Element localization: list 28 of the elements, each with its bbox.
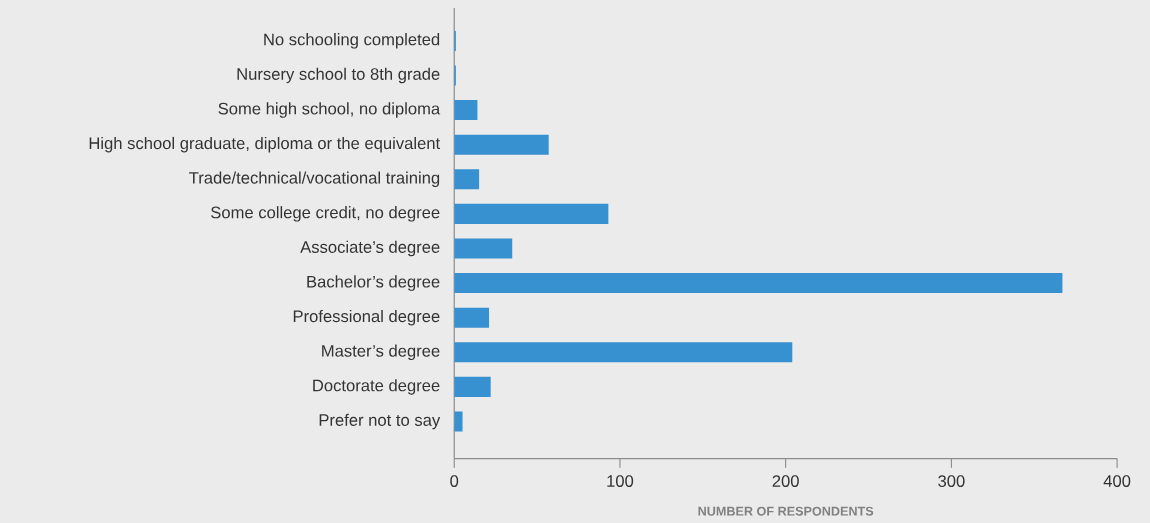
x-axis-title: NUMBER OF RESPONDENTS: [698, 506, 874, 516]
bar: [454, 134, 549, 155]
bar: [454, 342, 793, 363]
x-tick-label: 200: [772, 475, 799, 487]
y-tick-label: Some college credit, no degree: [211, 205, 440, 222]
bar: [454, 272, 1063, 293]
y-tick-label: Doctorate degree: [313, 378, 440, 395]
y-tick-label: No schooling completed: [264, 32, 440, 49]
bar: [454, 376, 491, 397]
y-tick-label: High school graduate, diploma or the equivalent: [89, 136, 441, 153]
bar: [454, 411, 463, 432]
bar: [454, 307, 490, 328]
x-tick-label: 400: [1103, 475, 1131, 487]
bar: [454, 203, 609, 224]
y-tick-label: Bachelor’s degree: [307, 275, 440, 291]
bar: [454, 169, 480, 190]
y-tick-label: Nursery school to 8th grade: [237, 67, 440, 84]
y-tick-label: Some high school, no diploma: [218, 102, 441, 118]
y-tick-label: Professional degree: [293, 309, 440, 326]
x-tick-label: 300: [938, 475, 965, 487]
y-tick-label: Master’s degree: [322, 344, 440, 360]
bar: [454, 238, 513, 259]
bar: [454, 99, 478, 120]
y-tick-label: Prefer not to say: [319, 413, 441, 430]
y-tick-label: Associate’s degree: [300, 240, 440, 257]
y-tick-label: Trade/technical/vocational training: [189, 171, 440, 187]
x-tick-label: 0: [450, 475, 459, 487]
x-tick-label: 100: [607, 475, 634, 487]
